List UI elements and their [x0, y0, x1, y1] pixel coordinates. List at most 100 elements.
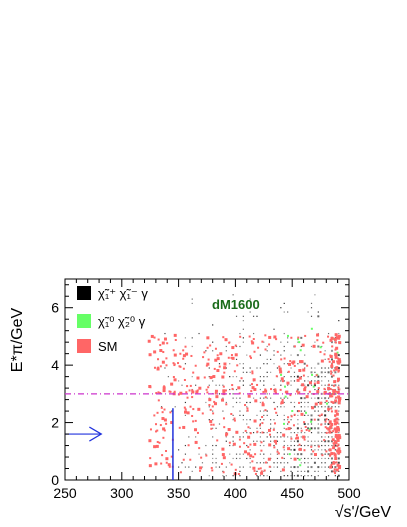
sm-point: [192, 371, 195, 374]
signal-point: [307, 380, 309, 382]
signal-point: [246, 354, 248, 356]
signal-point: [310, 427, 313, 430]
sm-point: [184, 408, 187, 411]
signal-point: [327, 475, 330, 477]
neutralino-point: [291, 410, 294, 413]
signal-point: [263, 384, 265, 386]
signal-point: [242, 466, 244, 468]
sm-point: [275, 442, 278, 445]
signal-point: [287, 475, 289, 477]
signal-point: [303, 423, 306, 426]
sm-point: [224, 389, 227, 392]
sm-point: [330, 407, 333, 410]
signal-point: [273, 466, 275, 468]
signal-point: [324, 384, 326, 386]
signal-point: [314, 371, 316, 373]
signal-point: [283, 302, 285, 305]
sm-point: [154, 462, 158, 466]
signal-point: [266, 345, 268, 348]
signal-point: [273, 436, 275, 438]
neutralino-point: [288, 453, 291, 456]
signal-point: [208, 475, 210, 477]
signal-point: [276, 466, 279, 468]
sm-point: [338, 360, 342, 364]
sm-point: [268, 443, 272, 447]
sm-point: [327, 408, 330, 411]
plot-frame: [64, 278, 350, 481]
signal-point: [256, 462, 258, 464]
signal-point: [338, 406, 340, 408]
sm-point: [336, 360, 340, 364]
neutralino-point: [284, 385, 287, 388]
signal-point: [232, 419, 234, 421]
signal-point: [191, 376, 193, 378]
sm-point: [283, 357, 286, 360]
signal-point: [242, 384, 244, 386]
sm-point: [333, 337, 337, 341]
signal-point: [174, 406, 176, 408]
sm-point: [332, 442, 335, 445]
sm-point: [244, 404, 247, 407]
sm-point: [163, 429, 166, 432]
signal-point: [304, 401, 306, 404]
signal-point: [330, 461, 333, 464]
signal-point: [280, 406, 282, 408]
signal-point: [324, 432, 326, 434]
sm-point: [328, 420, 332, 424]
sm-point: [325, 418, 328, 421]
sm-point: [327, 386, 331, 390]
signal-point: [263, 444, 265, 447]
signal-point: [252, 332, 255, 335]
neutralino-point: [336, 351, 339, 354]
sm-point: [287, 427, 291, 431]
sm-point: [337, 336, 341, 340]
signal-point: [208, 367, 210, 369]
signal-point: [287, 384, 289, 386]
sm-point: [261, 401, 264, 404]
sm-point: [333, 440, 337, 444]
signal-point: [283, 414, 285, 416]
sm-point: [310, 445, 313, 448]
signal-point: [256, 414, 258, 416]
sm-point: [246, 409, 249, 412]
signal-point: [304, 406, 306, 408]
signal-point: [249, 384, 251, 386]
sm-point: [325, 400, 328, 403]
sm-point: [289, 360, 292, 363]
sm-point: [333, 380, 337, 384]
sm-point: [157, 399, 160, 402]
signal-point: [317, 423, 319, 425]
sm-point: [335, 366, 339, 370]
signal-point: [324, 466, 326, 468]
sm-point: [338, 464, 342, 468]
sm-point: [337, 370, 340, 373]
signal-point: [304, 354, 306, 356]
sm-point: [323, 392, 326, 395]
signal-point: [314, 410, 316, 412]
signal-point: [235, 388, 238, 391]
legend-swatch-neutralino: [77, 314, 91, 328]
signal-point: [283, 466, 285, 468]
signal-point: [239, 363, 241, 365]
sm-point: [303, 449, 306, 452]
signal-point: [317, 466, 320, 469]
sm-point: [273, 446, 276, 449]
signal-point: [297, 419, 299, 421]
sm-point: [327, 335, 330, 338]
sm-point: [246, 407, 249, 410]
sm-point: [258, 424, 261, 427]
signal-point: [280, 307, 282, 309]
sm-point: [165, 461, 168, 464]
signal-point: [287, 436, 289, 438]
signal-point: [246, 371, 248, 373]
sm-point: [262, 390, 265, 393]
signal-point: [235, 315, 238, 317]
signal-point: [259, 432, 261, 434]
signal-point: [270, 470, 272, 472]
signal-point: [235, 358, 238, 360]
sm-point: [303, 421, 306, 424]
signal-point: [290, 427, 292, 429]
y-tick-label: 6: [51, 300, 59, 316]
signal-point: [246, 406, 248, 408]
sm-point: [335, 346, 339, 350]
